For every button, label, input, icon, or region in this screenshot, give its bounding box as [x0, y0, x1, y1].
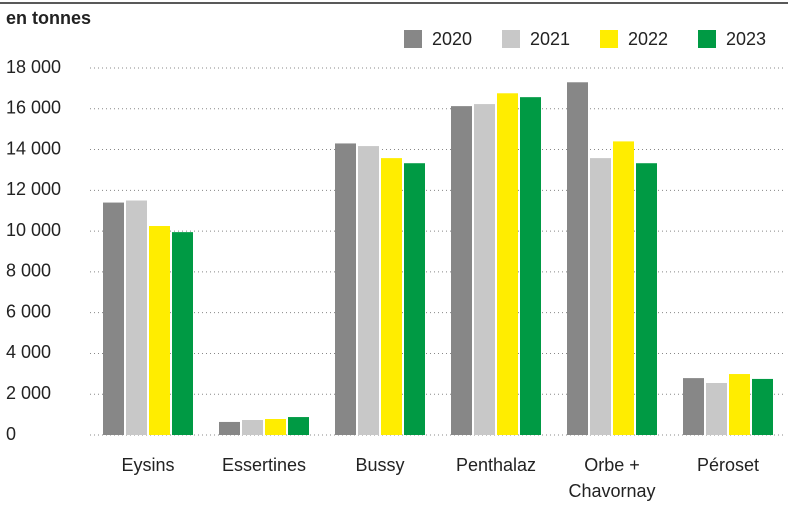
bar	[265, 418, 286, 435]
bar	[404, 163, 425, 435]
bar	[242, 420, 263, 435]
bar	[219, 421, 240, 435]
bar	[126, 200, 147, 435]
bar	[103, 202, 124, 435]
legend-swatch	[404, 30, 422, 48]
bar	[729, 374, 750, 435]
x-tick-label: Penthalaz	[455, 455, 537, 475]
bar	[613, 141, 634, 435]
x-tick-label: Orbe + Chavornay	[568, 455, 656, 501]
legend-swatch	[600, 30, 618, 48]
bar	[752, 378, 773, 435]
y-tick-label: 8 000	[6, 261, 51, 281]
legend-swatch	[502, 30, 520, 48]
bar	[567, 82, 588, 436]
y-tick-label: 6 000	[6, 301, 51, 321]
y-tick-label: 14 000	[6, 138, 61, 158]
bar	[683, 378, 704, 435]
y-tick-label: 18 000	[6, 57, 61, 77]
legend-swatch	[698, 30, 716, 48]
x-tick-label: Essertines	[221, 455, 307, 475]
x-tick-label: Péroset	[696, 455, 760, 475]
bar	[451, 106, 472, 435]
bar	[288, 417, 309, 435]
bar	[497, 93, 518, 435]
legend-label: 2023	[726, 29, 766, 49]
bar	[358, 146, 379, 435]
bar	[706, 383, 727, 435]
chart-title: en tonnes	[6, 8, 91, 28]
bar	[636, 163, 657, 435]
legend-label: 2021	[530, 29, 570, 49]
bar	[474, 104, 495, 436]
bar	[590, 158, 611, 435]
y-tick-label: 10 000	[6, 220, 61, 240]
y-tick-label: 16 000	[6, 98, 61, 118]
bar	[172, 232, 193, 435]
legend-label: 2020	[432, 29, 472, 49]
x-tick-label: Eysins	[121, 455, 175, 475]
y-tick-label: 4 000	[6, 342, 51, 362]
y-tick-label: 12 000	[6, 179, 61, 199]
y-tick-label: 2 000	[6, 383, 51, 403]
bar	[149, 226, 170, 435]
x-tick-label: Bussy	[355, 455, 405, 475]
legend-label: 2022	[628, 29, 668, 49]
bar	[335, 143, 356, 435]
bar	[520, 97, 541, 435]
y-tick-label: 0	[6, 424, 16, 444]
bar	[381, 158, 402, 435]
